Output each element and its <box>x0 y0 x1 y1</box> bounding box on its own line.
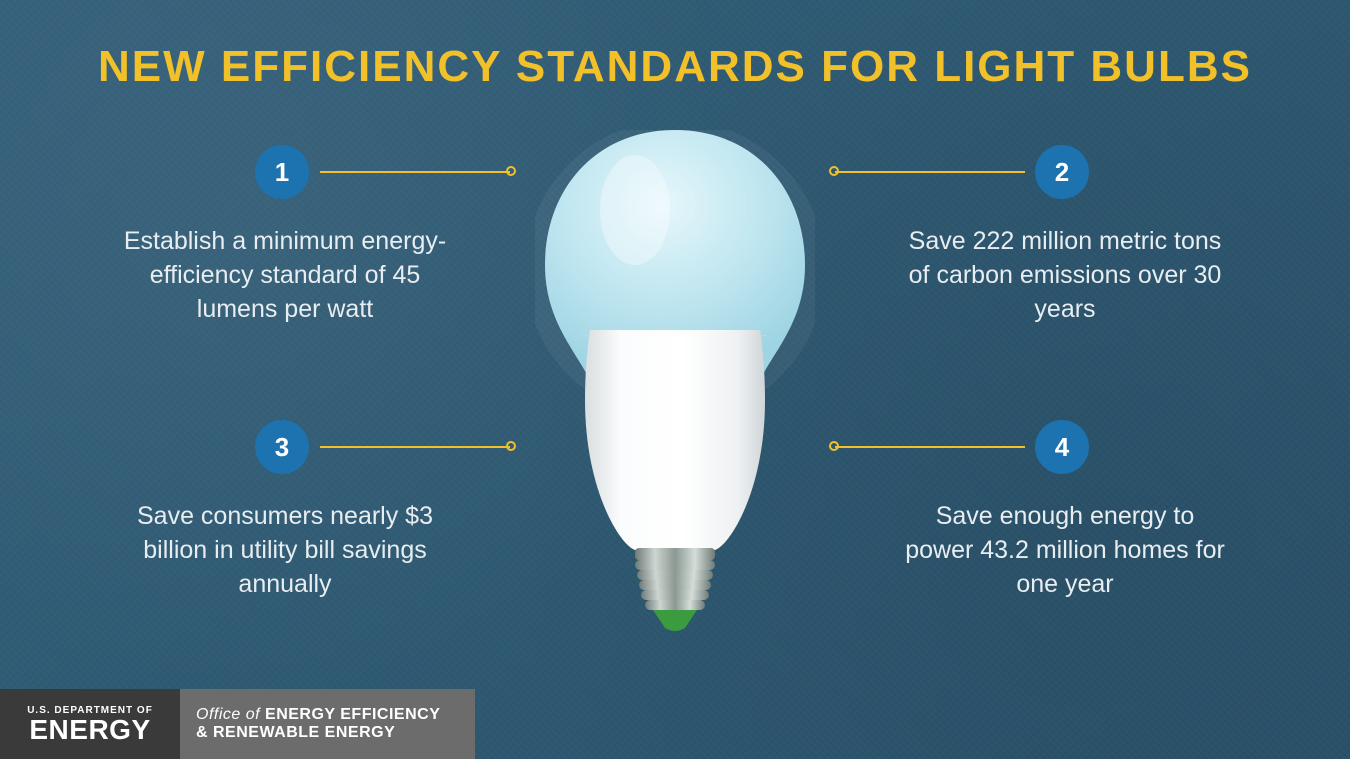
office-row1-bold: ENERGY EFFICIENCY <box>265 706 440 723</box>
connector-4 <box>835 445 1025 449</box>
point-text-2: Save 222 million metric tons of carbon e… <box>900 225 1230 326</box>
point-text-3: Save consumers nearly $3 billion in util… <box>120 500 450 601</box>
point-text-4: Save enough energy to power 43.2 million… <box>900 500 1230 601</box>
point-badge-4: 4 <box>1035 420 1089 474</box>
point-badge-1: 1 <box>255 145 309 199</box>
page-title: NEW EFFICIENCY STANDARDS FOR LIGHT BULBS <box>0 42 1350 92</box>
office-label: Office of ENERGY EFFICIENCY & RENEWABLE … <box>180 689 475 759</box>
connector-2 <box>835 170 1025 174</box>
office-row1: Office of ENERGY EFFICIENCY <box>196 706 475 724</box>
office-row2: & RENEWABLE ENERGY <box>196 724 475 742</box>
lightbulb-icon <box>535 130 815 640</box>
point-badge-2: 2 <box>1035 145 1089 199</box>
point-badge-3: 3 <box>255 420 309 474</box>
point-text-1: Establish a minimum energy-efficiency st… <box>120 225 450 326</box>
seal-line2: ENERGY <box>29 716 150 744</box>
connector-3 <box>320 445 510 449</box>
office-prefix: Office of <box>196 706 265 723</box>
footer: U.S. DEPARTMENT OF ENERGY Office of ENER… <box>0 689 475 759</box>
doe-seal: U.S. DEPARTMENT OF ENERGY <box>0 689 180 759</box>
connector-1 <box>320 170 510 174</box>
